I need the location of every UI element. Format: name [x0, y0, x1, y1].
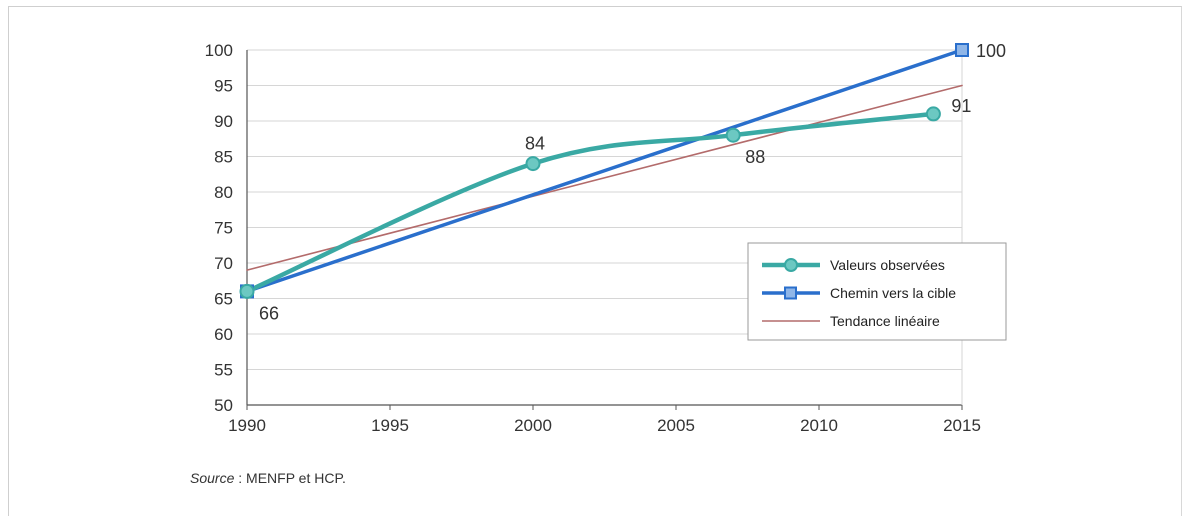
source-text: MENFP et HCP.: [246, 470, 346, 486]
y-tick-label-90: 90: [214, 112, 233, 131]
target-point-2015: [955, 43, 969, 57]
y-tick-label-85: 85: [214, 148, 233, 167]
y-tick-label-60: 60: [214, 325, 233, 344]
source-separator: :: [234, 470, 247, 486]
data-label-91: 91: [951, 96, 971, 116]
x-tick-label-2005: 2005: [657, 416, 695, 435]
source-label: Source: [190, 470, 235, 486]
data-label-66: 66: [259, 303, 279, 323]
x-tick-label-1995: 1995: [371, 416, 409, 435]
legend-marker-chemin-vers-la-cible: [784, 286, 797, 300]
x-tick-label-2000: 2000: [514, 416, 552, 435]
x-tick-label-1990: 1990: [228, 416, 266, 435]
y-tick-label-95: 95: [214, 77, 233, 96]
data-label-100: 100: [976, 41, 1006, 61]
x-tick-label-2015: 2015: [943, 416, 981, 435]
data-label-88: 88: [745, 147, 765, 167]
observed-point-2000: [525, 156, 541, 172]
legend-label-chemin-vers-la-cible: Chemin vers la cible: [830, 285, 956, 301]
series-line-chemin-vers-la-cible: [245, 48, 964, 294]
series-line-valeurs-observ-es: [244, 111, 936, 294]
series-line-tendance-lin-aire: [246, 84, 963, 271]
observed-point-2014: [925, 106, 941, 122]
observed-point-2007: [725, 127, 741, 143]
x-tick-label-2010: 2010: [800, 416, 838, 435]
y-tick-label-55: 55: [214, 361, 233, 380]
legend-label-tendance-lin-aire: Tendance linéaire: [830, 313, 940, 329]
legend-marker-valeurs-observ-es: [784, 258, 798, 272]
observed-point-1990: [239, 283, 255, 299]
y-tick-label-65: 65: [214, 290, 233, 309]
legend-label-valeurs-observ-es: Valeurs observées: [830, 257, 945, 273]
y-tick-label-50: 50: [214, 396, 233, 415]
y-tick-label-75: 75: [214, 219, 233, 238]
y-tick-label-80: 80: [214, 183, 233, 202]
chart-frame: [8, 6, 1182, 516]
y-tick-label-70: 70: [214, 254, 233, 273]
data-label-84: 84: [525, 134, 545, 154]
y-tick-label-100: 100: [205, 41, 233, 60]
source-note: Source : MENFP et HCP.: [190, 470, 346, 486]
